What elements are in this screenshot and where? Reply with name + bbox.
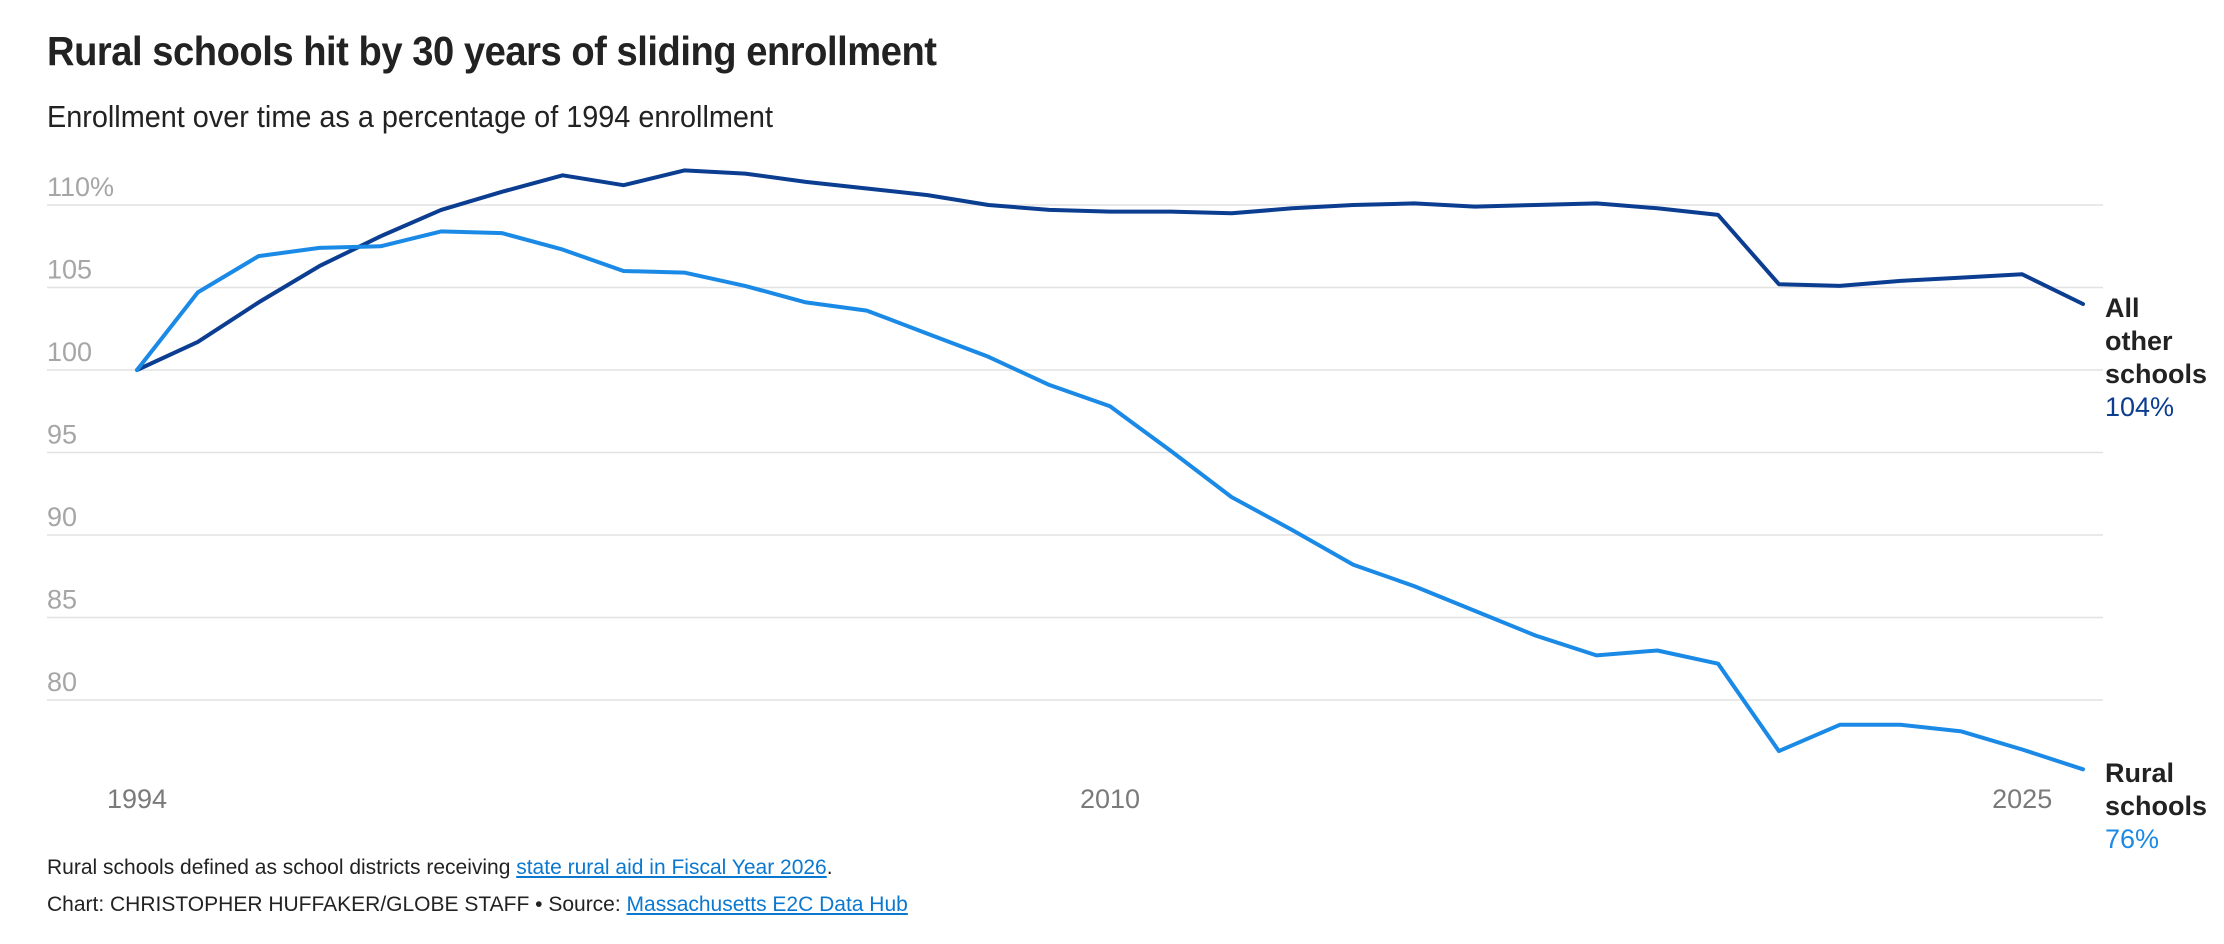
- series-line-rural-schools: [135, 229, 2085, 772]
- line-chart: 110% 105 100 95 90 85 80 1994 2010 2025: [47, 168, 2103, 814]
- series-end-value: 104%: [2105, 392, 2175, 422]
- y-tick-label: 105: [47, 255, 92, 285]
- series-line-all-other-schools: [135, 168, 2085, 372]
- y-axis-ticks: 110% 105 100 95 90 85 80: [47, 172, 114, 697]
- rural-aid-link[interactable]: state rural aid in Fiscal Year 2026: [516, 856, 827, 879]
- x-axis-ticks: 1994 2010 2025: [107, 784, 2052, 814]
- footnote: Rural schools defined as school district…: [47, 856, 833, 880]
- x-tick-label: 2010: [1080, 784, 1140, 814]
- x-tick-label: 1994: [107, 784, 167, 814]
- gridlines: [47, 204, 2103, 701]
- credit-text: Chart: CHRISTOPHER HUFFAKER/GLOBE STAFF …: [47, 893, 627, 916]
- footnote-end: .: [826, 856, 833, 879]
- y-tick-label: 90: [47, 502, 77, 532]
- x-tick-label: 2025: [1992, 784, 2052, 814]
- credit-line: Chart: CHRISTOPHER HUFFAKER/GLOBE STAFF …: [47, 893, 908, 917]
- footnote-text: Rural schools defined as school district…: [47, 856, 517, 879]
- series-end-value: 76%: [2105, 824, 2160, 854]
- series-end-label: All other schools: [2105, 293, 2208, 389]
- source-link[interactable]: Massachusetts E2C Data Hub: [626, 893, 908, 916]
- y-tick-label: 85: [47, 585, 77, 615]
- y-tick-label: 95: [47, 420, 77, 450]
- chart-title: Rural schools hit by 30 years of sliding…: [47, 28, 937, 74]
- y-tick-label: 80: [47, 667, 77, 697]
- series-lines: [135, 168, 2085, 772]
- chart-subtitle: Enrollment over time as a percentage of …: [47, 99, 773, 134]
- y-tick-label: 110%: [47, 172, 114, 202]
- series-end-label: Rural schools: [2105, 758, 2208, 821]
- y-tick-label: 100: [47, 337, 92, 367]
